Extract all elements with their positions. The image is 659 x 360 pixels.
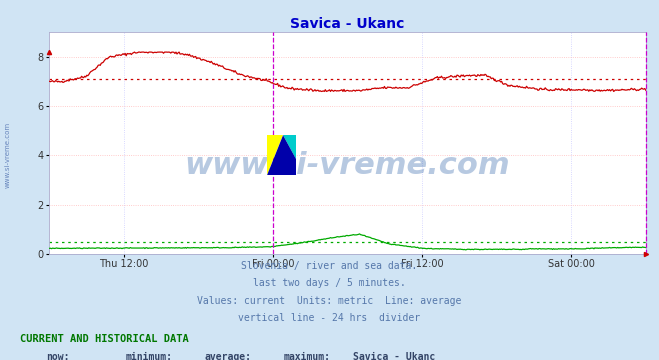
Text: www.si-vreme.com: www.si-vreme.com [185, 151, 511, 180]
Text: Slovenia / river and sea data.: Slovenia / river and sea data. [241, 261, 418, 271]
Text: maximum:: maximum: [283, 352, 330, 360]
Text: now:: now: [46, 352, 70, 360]
Text: vertical line - 24 hrs  divider: vertical line - 24 hrs divider [239, 313, 420, 323]
Text: CURRENT AND HISTORICAL DATA: CURRENT AND HISTORICAL DATA [20, 334, 188, 344]
Text: average:: average: [204, 352, 251, 360]
Polygon shape [267, 135, 283, 175]
Polygon shape [267, 135, 296, 175]
Text: last two days / 5 minutes.: last two days / 5 minutes. [253, 278, 406, 288]
Text: Savica - Ukanc: Savica - Ukanc [353, 352, 435, 360]
Text: minimum:: minimum: [125, 352, 172, 360]
Text: Values: current  Units: metric  Line: average: Values: current Units: metric Line: aver… [197, 296, 462, 306]
Polygon shape [283, 135, 296, 159]
Text: www.si-vreme.com: www.si-vreme.com [4, 122, 11, 188]
Title: Savica - Ukanc: Savica - Ukanc [291, 17, 405, 31]
